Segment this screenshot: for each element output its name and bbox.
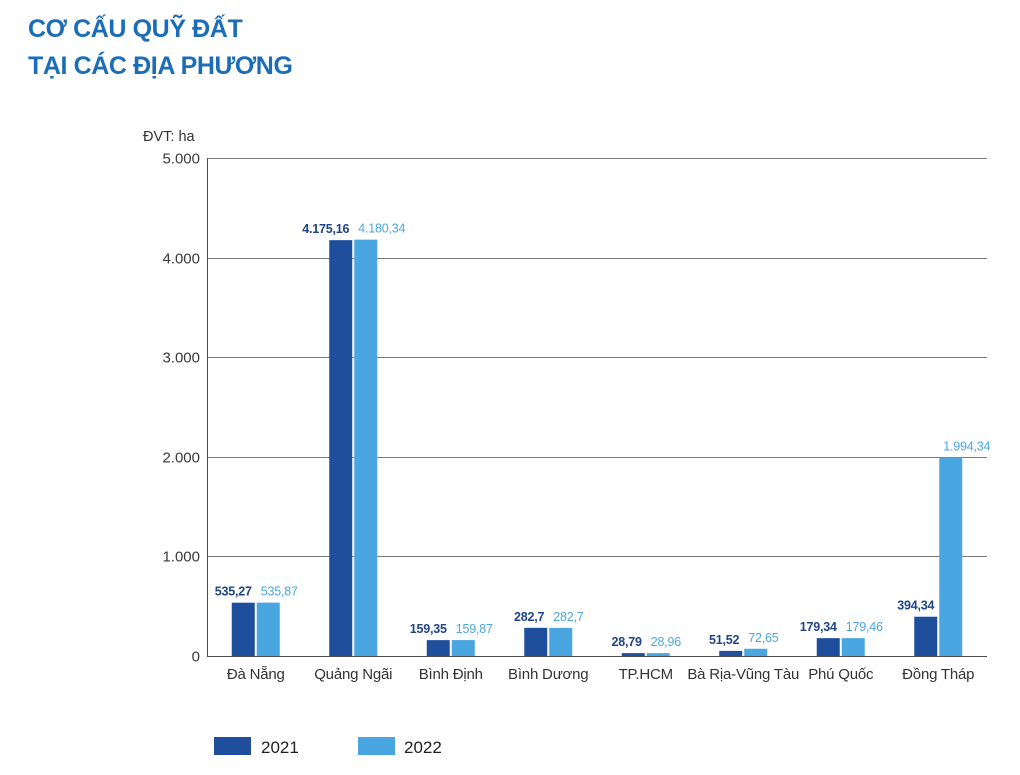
y-tick-label: 3.000 bbox=[162, 350, 200, 367]
y-tick-label: 1.000 bbox=[162, 549, 200, 566]
chart-title: CƠ CẤU QUỸ ĐẤT TẠI CÁC ĐỊA PHƯƠNG bbox=[28, 13, 293, 80]
bar-2022-da-nang bbox=[256, 602, 280, 656]
category-label-tp-hcm: TP.HCM bbox=[619, 666, 673, 683]
category-label-binh-duong: Bình Dương bbox=[508, 666, 588, 683]
bar-2022-dong-thap bbox=[939, 457, 963, 656]
category-labels: Đà Nẵng Quảng Ngãi Bình Định Bình Dương TP.H… bbox=[227, 666, 975, 683]
y-tick-label: 0 bbox=[192, 649, 200, 666]
category-label-quang-ngai: Quảng Ngãi bbox=[314, 666, 392, 683]
bar-2021-da-nang bbox=[231, 602, 255, 656]
bar-2022-quang-ngai bbox=[354, 239, 378, 657]
chart-title-line-1: CƠ CẤU QUỸ ĐẤT bbox=[28, 13, 242, 43]
y-tick-label: 4.000 bbox=[162, 251, 200, 268]
unit-label: ĐVT: ha bbox=[143, 129, 196, 145]
bar-2021-binh-duong bbox=[524, 627, 548, 656]
legend-swatch-series-2 bbox=[358, 737, 395, 755]
data-label-2022-quang-ngai: 4.180,34 bbox=[358, 222, 405, 236]
data-label-2022-tp-hcm: 28,96 bbox=[651, 635, 682, 649]
category-label-ba-ria-vung-tau: Bà Rịa-Vũng Tàu bbox=[687, 666, 799, 683]
bars bbox=[231, 239, 963, 657]
data-label-2021-phu-quoc: 179,34 bbox=[800, 620, 837, 634]
legend: 2021 2022 bbox=[214, 737, 442, 757]
data-label-2022-binh-duong: 282,7 bbox=[553, 610, 584, 624]
category-label-phu-quoc: Phú Quốc bbox=[808, 666, 874, 683]
data-label-2021-da-nang: 535,27 bbox=[215, 585, 252, 599]
legend-label-series-1: 2021 bbox=[261, 738, 299, 757]
bar-2021-tp-hcm bbox=[621, 653, 645, 656]
bar-2021-binh-dinh bbox=[426, 640, 450, 656]
data-label-2021-binh-dinh: 159,35 bbox=[410, 622, 447, 636]
axes bbox=[207, 158, 987, 657]
data-label-2022-da-nang: 535,87 bbox=[261, 585, 298, 599]
data-label-2021-binh-duong: 282,7 bbox=[514, 610, 545, 624]
legend-label-series-2: 2022 bbox=[404, 738, 442, 757]
data-label-2022-phu-quoc: 179,46 bbox=[846, 620, 883, 634]
bar-2021-quang-ngai bbox=[329, 240, 353, 657]
category-label-dong-thap: Đồng Tháp bbox=[902, 666, 974, 683]
chart-title-line-2: TẠI CÁC ĐỊA PHƯƠNG bbox=[28, 51, 293, 80]
data-label-2021-quang-ngai: 4.175,16 bbox=[302, 222, 349, 236]
data-label-2022-binh-dinh: 159,87 bbox=[456, 622, 493, 636]
data-labels: 535,27 4.175,16 159,35 282,7 28,79 51,52 179,3… bbox=[215, 222, 991, 649]
data-label-2021-tp-hcm: 28,79 bbox=[611, 635, 642, 649]
y-tick-label: 2.000 bbox=[162, 450, 200, 467]
bar-2022-binh-duong bbox=[549, 627, 573, 656]
bar-2021-ba-ria-vung-tau bbox=[719, 650, 743, 656]
category-label-da-nang: Đà Nẵng bbox=[227, 666, 285, 683]
bar-2021-phu-quoc bbox=[816, 638, 840, 656]
y-tick-label: 5.000 bbox=[162, 151, 200, 168]
data-label-2022-dong-thap: 1.994,34 bbox=[943, 439, 990, 453]
bar-2021-dong-thap bbox=[914, 616, 938, 656]
data-label-2022-ba-ria-vung-tau: 72,65 bbox=[748, 631, 779, 645]
bar-2022-binh-dinh bbox=[451, 640, 475, 656]
bar-2022-tp-hcm bbox=[646, 653, 670, 656]
legend-swatch-series-1 bbox=[214, 737, 251, 755]
bar-2022-ba-ria-vung-tau bbox=[744, 648, 768, 656]
category-label-binh-dinh: Bình Định bbox=[419, 666, 483, 683]
data-label-2021-ba-ria-vung-tau: 51,52 bbox=[709, 633, 740, 647]
data-label-2021-dong-thap: 394,34 bbox=[897, 599, 934, 613]
bar-2022-phu-quoc bbox=[841, 638, 865, 656]
